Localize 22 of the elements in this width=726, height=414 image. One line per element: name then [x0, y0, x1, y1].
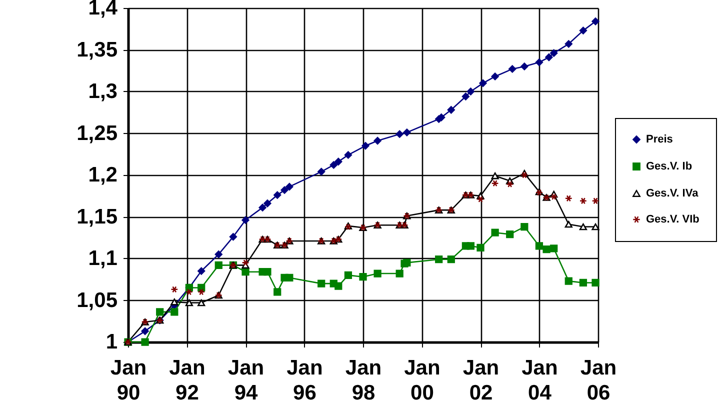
x-tick-label: Jan 94: [228, 356, 264, 404]
x-tick-label: Jan 96: [286, 356, 323, 404]
x-tick-label: Jan 92: [169, 356, 206, 404]
x-tick-label: Jan 00: [404, 356, 440, 404]
y-tick-label: 1,4: [88, 0, 118, 20]
y-tick-label: 1,15: [76, 205, 118, 228]
legend-label: Ges.V. VIb: [646, 214, 700, 226]
x-tick-label: Jan 04: [522, 356, 558, 404]
x-tick-label: Jan 98: [345, 356, 382, 404]
y-tick-label: 1,3: [88, 80, 118, 103]
y-tick-label: 1,25: [76, 122, 118, 145]
y-tick-label: 1,35: [76, 38, 118, 62]
x-tick-label: Jan 90: [110, 356, 147, 404]
x-tick-label: Jan 06: [580, 356, 617, 404]
x-tick-label: Jan 02: [462, 356, 500, 404]
legend-label: Ges.V. IVa: [646, 188, 700, 200]
y-tick-label: 1,1: [88, 247, 118, 270]
y-tick-label: 1,2: [88, 164, 118, 186]
legend-label: Ges.V. Ib: [646, 160, 692, 172]
legend-label: Preis: [646, 134, 673, 146]
y-tick-label: 1: [106, 330, 118, 354]
y-tick-label: 1,05: [76, 288, 118, 312]
